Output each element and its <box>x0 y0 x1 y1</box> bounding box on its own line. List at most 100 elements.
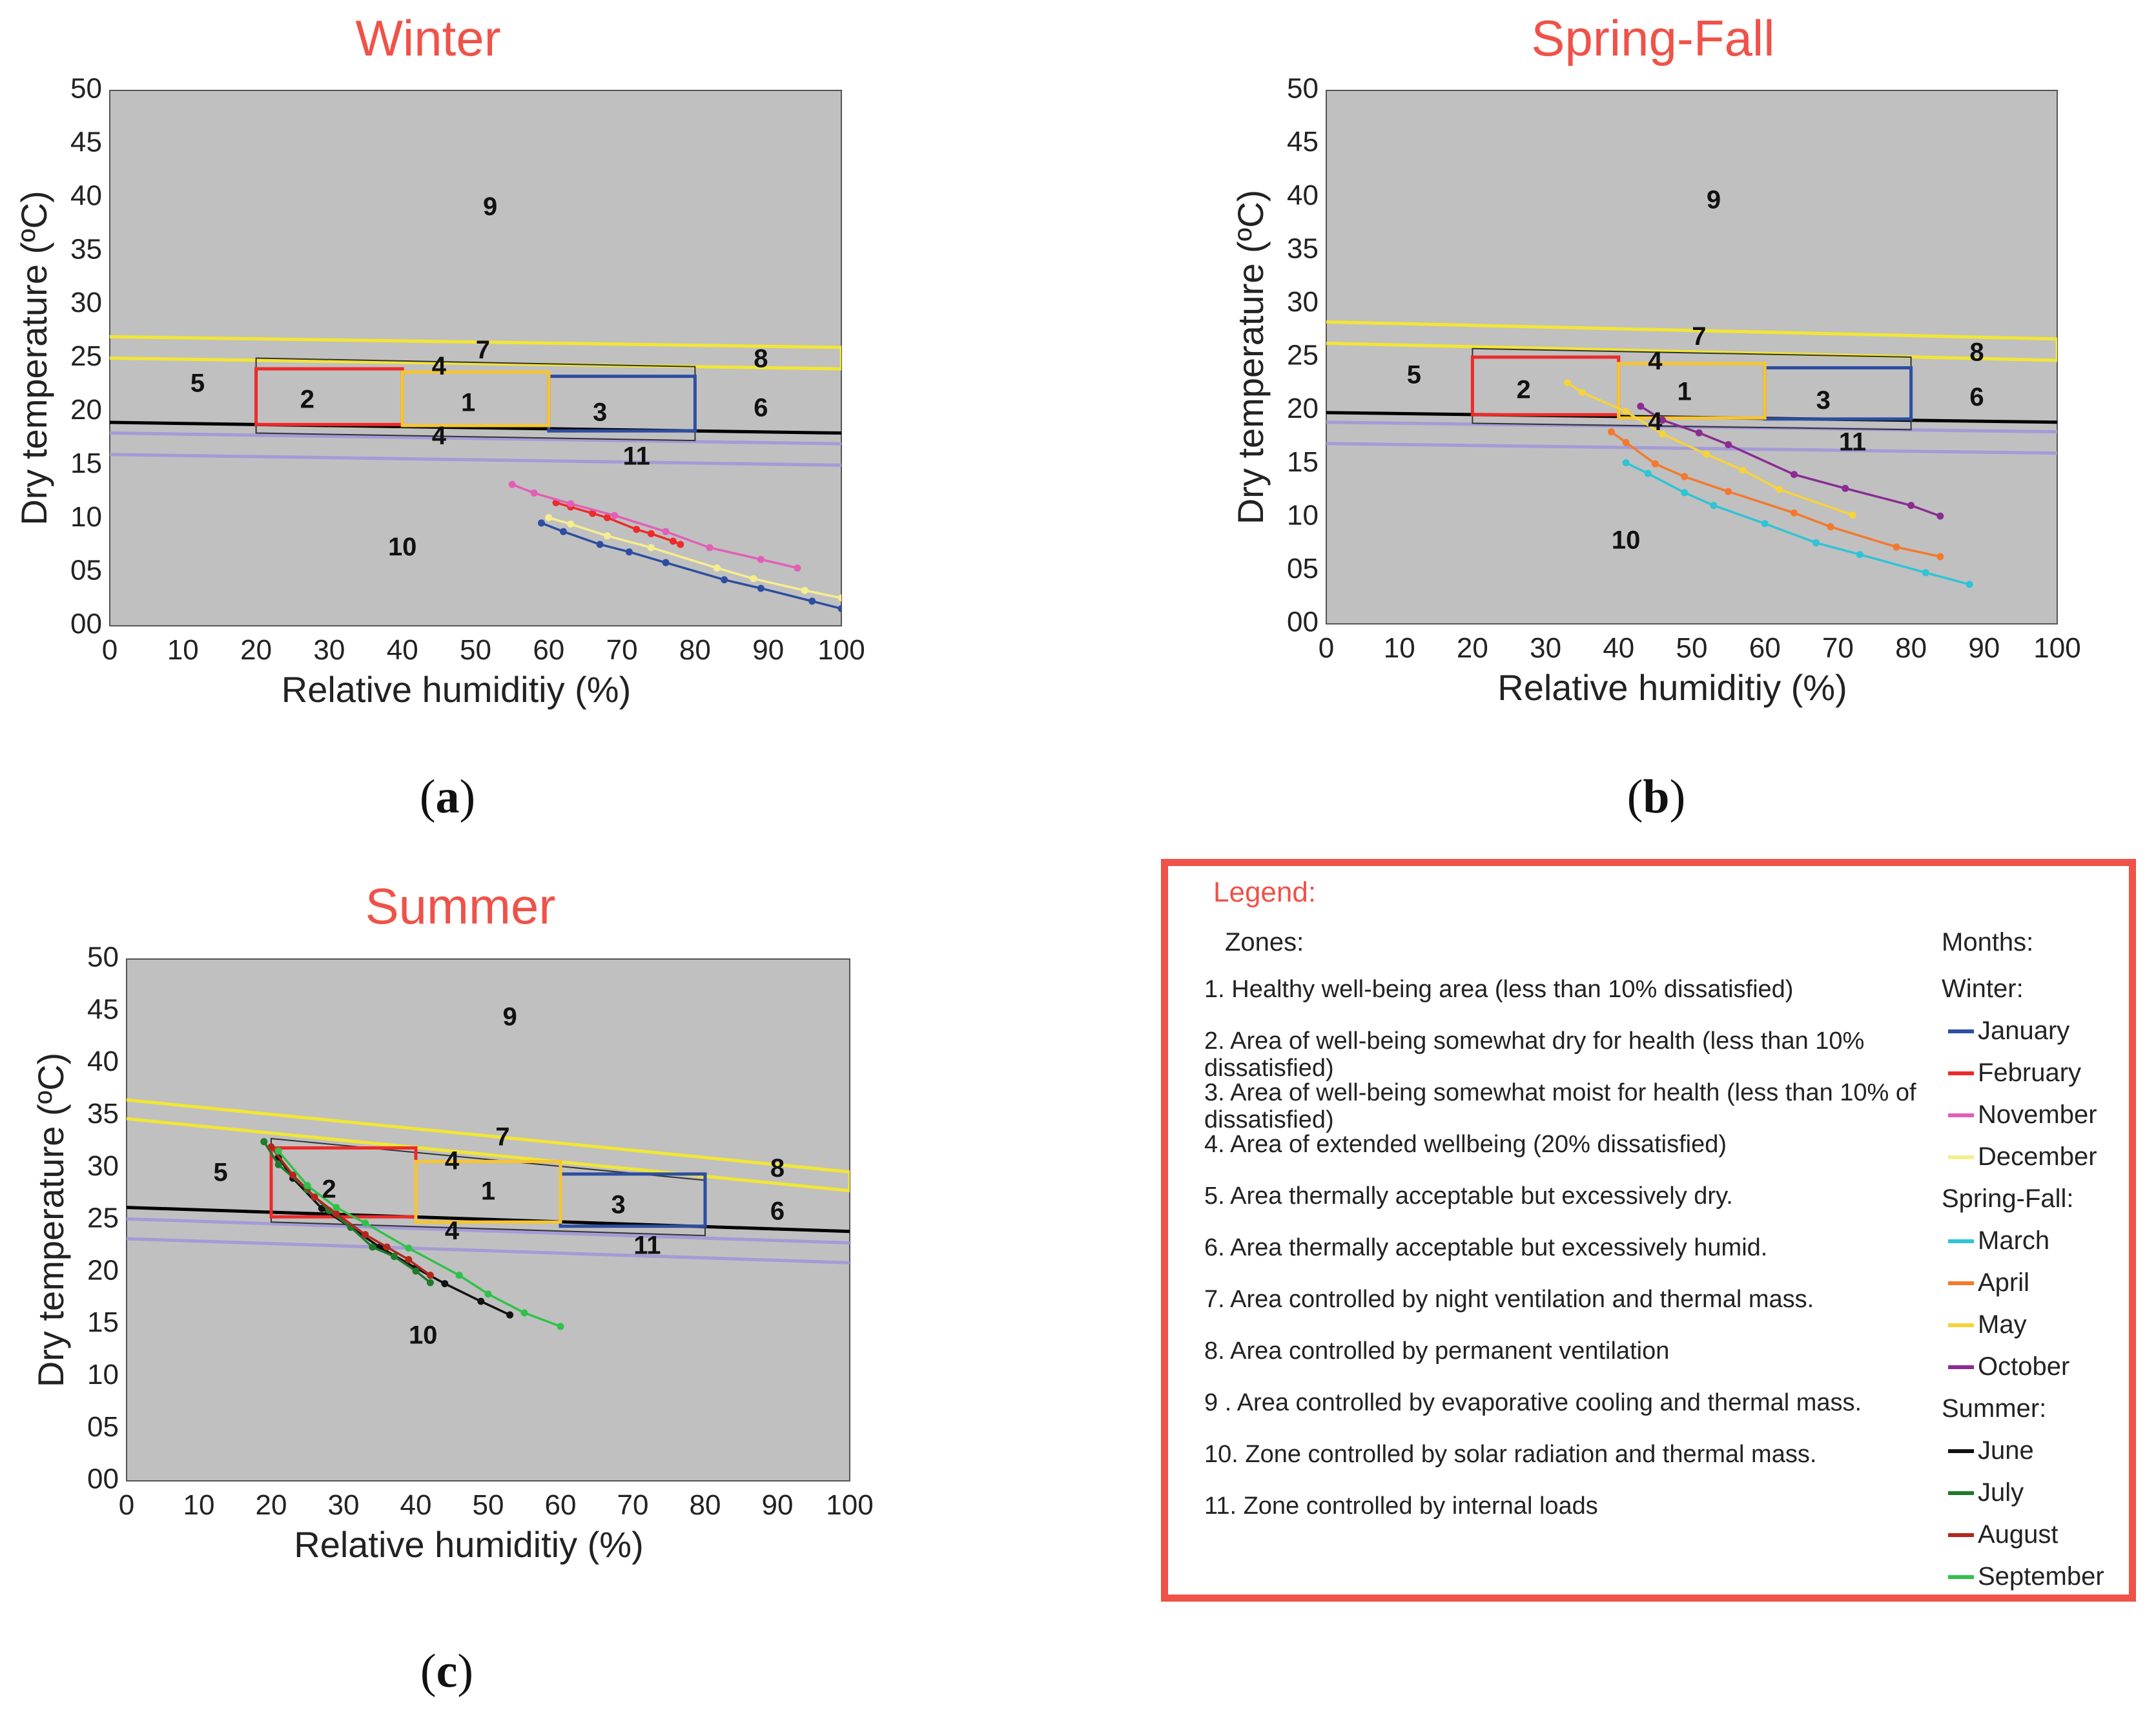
series-point <box>1842 484 1849 492</box>
legend-item-june: June <box>1942 1430 2135 1472</box>
zone-label: 1 <box>1678 378 1692 406</box>
series-point <box>426 1279 434 1286</box>
legend-item-november: November <box>1942 1094 2135 1136</box>
series-point <box>1622 408 1630 415</box>
series-point <box>274 1161 282 1168</box>
zone-label: 4 <box>1648 347 1663 375</box>
zone-label: 11 <box>633 1232 661 1260</box>
series-point <box>441 1280 449 1288</box>
zone-label: 7 <box>1692 322 1706 351</box>
x-tick-label: 10 <box>167 634 199 666</box>
series-point <box>369 1243 376 1251</box>
x-tick-label: 30 <box>313 634 345 666</box>
series-point <box>1564 379 1572 387</box>
neutral-line <box>127 1206 850 1234</box>
legend-item-february: February <box>1942 1052 2135 1094</box>
x-tick-label: 60 <box>533 634 564 666</box>
series-point <box>426 1272 434 1279</box>
series-point <box>1893 543 1900 551</box>
series-point <box>1695 429 1703 437</box>
series-point <box>662 559 670 566</box>
y-tick-label: 30 <box>87 1150 119 1182</box>
legend-month-label: March <box>1978 1226 2050 1255</box>
months-heading: Months: <box>1942 928 2034 956</box>
series-point <box>405 1255 413 1263</box>
season-label-summer: Summer: <box>1942 1394 2047 1423</box>
series-point <box>567 520 575 528</box>
series-point <box>1681 473 1689 480</box>
zone-label: 2 <box>322 1175 336 1203</box>
zone-label: 6 <box>754 394 768 422</box>
series-point <box>721 576 728 584</box>
zone7-upper-line <box>1326 320 2057 341</box>
series-point <box>837 594 841 602</box>
series-point <box>1790 471 1798 479</box>
series-point <box>713 564 721 572</box>
zone7-lower-line <box>127 1117 850 1193</box>
zone-label: 3 <box>593 398 607 426</box>
series-point <box>311 1193 318 1201</box>
legend-swatch <box>1948 1239 1974 1243</box>
caption-open: ( <box>420 1645 436 1698</box>
zone-list: 1. Healthy well-being area (less than 10… <box>1204 976 1960 1544</box>
zone-label: 1 <box>461 388 475 417</box>
y-tick-label: 25 <box>70 340 102 372</box>
zone1-box <box>400 370 551 428</box>
zone11-upper-line <box>127 1217 850 1245</box>
y-tick-label: 10 <box>70 501 102 533</box>
zone1-box <box>414 1160 562 1224</box>
series-point <box>1637 402 1645 410</box>
caption-letter: c <box>436 1645 458 1698</box>
zone-label: 7 <box>495 1123 509 1151</box>
zone-description: 9 . Area controlled by evaporative cooli… <box>1204 1389 1862 1416</box>
y-tick-label: 05 <box>87 1411 119 1443</box>
x-tick-label: 10 <box>183 1489 215 1521</box>
series-point <box>1922 569 1929 577</box>
legend-swatch <box>1948 1449 1974 1453</box>
plot-content: 9 7 8 4 5 2 1 3 6 4 11 10 <box>1326 185 2057 588</box>
series-august <box>267 1143 434 1279</box>
x-tick-label: 100 <box>817 634 865 666</box>
zone-label: 11 <box>623 442 650 470</box>
series-point <box>530 489 538 497</box>
legend-box: Legend: Zones: 1. Healthy well-being are… <box>1161 859 2136 1602</box>
series-point <box>390 1253 398 1261</box>
y-tick-label: 15 <box>1287 446 1319 478</box>
series-line <box>1639 405 1941 517</box>
y-tick-label: 05 <box>1287 553 1319 584</box>
panel-caption: (a) <box>420 770 475 823</box>
series-point <box>1644 470 1652 477</box>
series-point <box>1790 509 1798 517</box>
zone-description: 2. Area of well-being somewhat dry for h… <box>1204 1027 1865 1082</box>
x-tick-label: 90 <box>762 1489 794 1521</box>
month-groups: Winter: January February November Decemb… <box>1942 968 2135 1598</box>
y-axis-label: Dry temperature (ºC) <box>14 191 54 525</box>
y-tick-label: 35 <box>70 233 102 265</box>
series-line <box>270 1146 431 1277</box>
series-point <box>484 1290 492 1298</box>
plot-area <box>109 90 842 626</box>
caption-letter: b <box>1643 770 1669 823</box>
legend-item-january: January <box>1942 1010 2135 1052</box>
zone-label: 2 <box>300 385 314 413</box>
y-tick-label: 20 <box>87 1254 119 1286</box>
series-point <box>508 480 516 488</box>
zone-label: 1 <box>481 1177 495 1206</box>
x-tick-label: 60 <box>1749 632 1781 664</box>
x-tick-label: 70 <box>1822 632 1854 664</box>
series-point <box>1710 502 1718 510</box>
y-tick-label: 45 <box>70 127 102 158</box>
series-point <box>412 1267 420 1275</box>
zone7-upper-line <box>127 1098 850 1174</box>
series-point <box>662 528 670 535</box>
series-point <box>750 575 757 583</box>
series-point <box>706 544 714 552</box>
x-tick-label: 80 <box>679 634 711 666</box>
zone-label: 6 <box>1969 383 1984 411</box>
zone-description: 4. Area of extended wellbeing (20% dissa… <box>1204 1131 1727 1158</box>
y-tick-label: 50 <box>70 73 102 105</box>
legend-swatch <box>1948 1323 1974 1327</box>
legend-item-september: September <box>1942 1556 2135 1598</box>
y-tick-label: 30 <box>1287 286 1319 318</box>
